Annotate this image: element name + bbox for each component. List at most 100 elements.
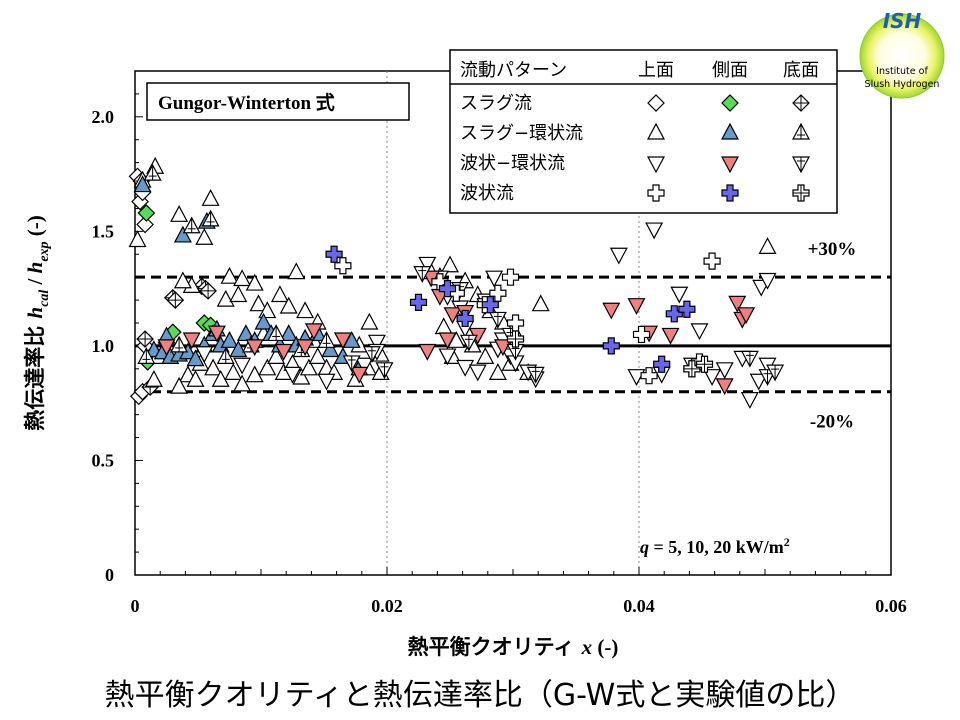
point-s8-11 xyxy=(740,350,759,368)
point-s3-29 xyxy=(233,374,252,392)
reference-label-1: +30% xyxy=(808,239,857,260)
legend-markers xyxy=(647,94,810,202)
point-s5-0 xyxy=(143,163,162,181)
point-s7-20 xyxy=(661,327,680,345)
point-s3-4 xyxy=(195,227,214,245)
tick-labels: 0 0.02 0.04 0.06 0 0.5 1.0 1.5 2.0 xyxy=(92,107,907,616)
point-s7-6 xyxy=(304,323,323,341)
point-s0-3 xyxy=(136,215,154,234)
point-s3-26 xyxy=(204,358,223,376)
point-s8-1 xyxy=(362,346,381,364)
point-s10-3 xyxy=(456,309,474,328)
point-s8-8 xyxy=(459,334,478,352)
point-s7-15 xyxy=(418,343,437,361)
point-s3-56 xyxy=(531,294,550,312)
point-s8-2 xyxy=(375,362,394,380)
point-s3-18 xyxy=(296,301,315,319)
y-axis-label: 熱伝達率比 hcal / hexp (-) xyxy=(23,215,52,431)
point-s3-12 xyxy=(216,289,235,307)
point-s3-65 xyxy=(144,369,163,387)
legend-marker-6 xyxy=(647,156,665,174)
point-s7-1 xyxy=(182,332,201,350)
point-s9-5 xyxy=(501,268,520,286)
point-s4-0 xyxy=(133,175,152,193)
point-s4-14 xyxy=(254,312,273,330)
point-s7-2 xyxy=(207,325,226,343)
y-tick-label: 0.5 xyxy=(92,450,115,470)
point-s6-7 xyxy=(418,256,437,274)
point-s3-13 xyxy=(229,285,248,303)
legend-box xyxy=(449,49,838,214)
chart-title-box xyxy=(146,82,410,121)
point-s5-5 xyxy=(216,347,235,364)
y-tick-label: 2.0 xyxy=(92,107,115,127)
point-s7-24 xyxy=(737,307,756,325)
point-s6-27 xyxy=(703,369,722,386)
point-s10-1 xyxy=(409,293,428,311)
point-s5-9 xyxy=(317,331,336,348)
point-s2-1 xyxy=(136,330,154,348)
point-s7-18 xyxy=(627,298,646,315)
point-s3-61 xyxy=(488,363,507,380)
point-s6-35 xyxy=(627,369,646,386)
point-s6-3 xyxy=(317,373,336,391)
point-s1-0 xyxy=(137,204,156,222)
point-s7-5 xyxy=(296,339,315,357)
point-s3-11 xyxy=(173,271,192,289)
point-s4-10 xyxy=(220,331,239,348)
point-s6-2 xyxy=(283,366,302,384)
legend-marker-4 xyxy=(721,122,739,140)
reference-label-2: -20% xyxy=(810,412,854,433)
point-s5-1 xyxy=(182,216,201,234)
legend-row-slug: スラグ流 xyxy=(460,93,532,114)
point-s10-7 xyxy=(665,305,683,323)
point-s7-0 xyxy=(157,339,176,357)
point-s7-7 xyxy=(333,332,352,350)
point-s6-20 xyxy=(468,364,487,382)
legend-marker-2 xyxy=(792,94,810,112)
point-s3-7 xyxy=(233,269,252,287)
point-s3-3 xyxy=(170,205,189,222)
point-s3-37 xyxy=(308,347,327,364)
point-s4-11 xyxy=(229,340,248,358)
point-s6-32 xyxy=(758,272,777,290)
point-s11-1 xyxy=(683,360,701,378)
legend-marker-10 xyxy=(721,184,739,202)
point-s3-5 xyxy=(201,189,220,206)
condition-label: q = 5, 10, 20 kW/m2 xyxy=(640,535,790,557)
point-s7-21 xyxy=(715,378,734,396)
point-s8-3 xyxy=(413,266,432,283)
point-s7-3 xyxy=(245,339,264,357)
point-s10-0 xyxy=(325,245,343,263)
legend: 流動パターン 上面 側面 底面 スラグ流 スラグ−環状流 波状−環状流 波状流 xyxy=(449,49,838,214)
legend-row-wavy-annular: 波状−環状流 xyxy=(460,153,565,174)
legend-marker-3 xyxy=(647,122,665,140)
point-s9-10 xyxy=(703,252,721,270)
svg-text:Institute of: Institute of xyxy=(876,66,928,77)
point-s6-19 xyxy=(456,359,475,377)
point-s4-25 xyxy=(173,225,192,243)
point-s3-36 xyxy=(299,358,318,376)
legend-header-side: 側面 xyxy=(712,60,748,81)
x-axis-label: 熱平衡クオリティ x (-) xyxy=(408,635,619,659)
point-s3-6 xyxy=(220,266,239,284)
point-s5-7 xyxy=(267,324,286,342)
legend-marker-1 xyxy=(721,94,739,112)
point-s3-30 xyxy=(245,365,264,383)
point-s6-5 xyxy=(367,334,386,352)
slide-caption: 熱平衡クオリティと熱伝達率比（G-W式と実験値の比） xyxy=(104,678,856,713)
x-tick-label: 0.02 xyxy=(371,596,403,616)
point-s5-3 xyxy=(137,347,156,364)
point-s4-21 xyxy=(321,340,340,358)
point-s6-13 xyxy=(485,270,504,288)
point-s3-50 xyxy=(441,255,459,273)
point-s6-25 xyxy=(670,286,689,304)
point-s3-67 xyxy=(758,237,777,254)
point-s10-6 xyxy=(653,355,671,373)
ish-logo: ISH Institute of Slush Hydrogen xyxy=(859,9,945,99)
legend-marker-5 xyxy=(792,122,810,140)
x-tick-label: 0.06 xyxy=(875,596,907,616)
point-s3-14 xyxy=(249,294,268,312)
point-s8-10 xyxy=(526,366,545,384)
